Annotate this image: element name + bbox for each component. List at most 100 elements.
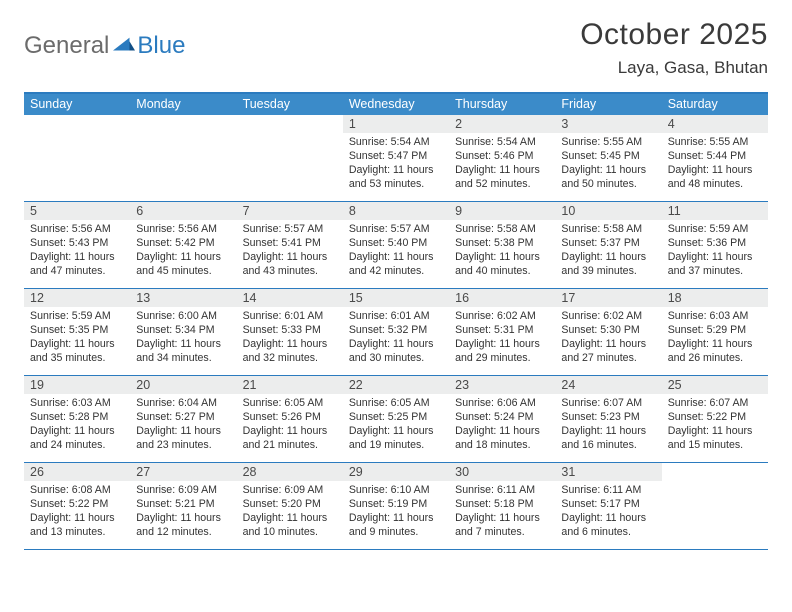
day-number: 29 (343, 463, 449, 481)
daylight-text: Daylight: 11 hours and 40 minutes. (455, 251, 549, 279)
day-body: Sunrise: 6:02 AMSunset: 5:30 PMDaylight:… (555, 307, 661, 370)
day-cell (662, 463, 768, 549)
day-number: 26 (24, 463, 130, 481)
day-body: Sunrise: 5:55 AMSunset: 5:45 PMDaylight:… (555, 133, 661, 196)
sunrise-text: Sunrise: 6:02 AM (561, 310, 655, 324)
day-cell: 2Sunrise: 5:54 AMSunset: 5:46 PMDaylight… (449, 115, 555, 201)
calendar-grid: Sunday Monday Tuesday Wednesday Thursday… (24, 92, 768, 550)
day-cell: 20Sunrise: 6:04 AMSunset: 5:27 PMDayligh… (130, 376, 236, 462)
daylight-text: Daylight: 11 hours and 47 minutes. (30, 251, 124, 279)
sunrise-text: Sunrise: 6:06 AM (455, 397, 549, 411)
daylight-text: Daylight: 11 hours and 37 minutes. (668, 251, 762, 279)
month-title: October 2025 (580, 18, 768, 52)
day-number: 12 (24, 289, 130, 307)
day-cell: 7Sunrise: 5:57 AMSunset: 5:41 PMDaylight… (237, 202, 343, 288)
day-body: Sunrise: 5:56 AMSunset: 5:42 PMDaylight:… (130, 220, 236, 283)
sunset-text: Sunset: 5:47 PM (349, 150, 443, 164)
daylight-text: Daylight: 11 hours and 15 minutes. (668, 425, 762, 453)
day-number: 21 (237, 376, 343, 394)
day-number: 23 (449, 376, 555, 394)
day-cell: 25Sunrise: 6:07 AMSunset: 5:22 PMDayligh… (662, 376, 768, 462)
weekday-header: Thursday (449, 94, 555, 115)
day-cell (24, 115, 130, 201)
sunset-text: Sunset: 5:42 PM (136, 237, 230, 251)
day-body (130, 133, 236, 140)
weekday-header: Friday (555, 94, 661, 115)
day-cell: 14Sunrise: 6:01 AMSunset: 5:33 PMDayligh… (237, 289, 343, 375)
day-body: Sunrise: 6:07 AMSunset: 5:23 PMDaylight:… (555, 394, 661, 457)
sunrise-text: Sunrise: 5:57 AM (243, 223, 337, 237)
sunset-text: Sunset: 5:23 PM (561, 411, 655, 425)
sunrise-text: Sunrise: 6:01 AM (243, 310, 337, 324)
sunset-text: Sunset: 5:31 PM (455, 324, 549, 338)
day-cell: 6Sunrise: 5:56 AMSunset: 5:42 PMDaylight… (130, 202, 236, 288)
day-body: Sunrise: 6:11 AMSunset: 5:18 PMDaylight:… (449, 481, 555, 544)
daylight-text: Daylight: 11 hours and 45 minutes. (136, 251, 230, 279)
day-number (237, 115, 343, 133)
sunrise-text: Sunrise: 5:56 AM (30, 223, 124, 237)
sunrise-text: Sunrise: 5:55 AM (561, 136, 655, 150)
day-body: Sunrise: 5:57 AMSunset: 5:41 PMDaylight:… (237, 220, 343, 283)
day-body: Sunrise: 5:58 AMSunset: 5:38 PMDaylight:… (449, 220, 555, 283)
sunset-text: Sunset: 5:28 PM (30, 411, 124, 425)
day-cell: 24Sunrise: 6:07 AMSunset: 5:23 PMDayligh… (555, 376, 661, 462)
day-body: Sunrise: 5:54 AMSunset: 5:46 PMDaylight:… (449, 133, 555, 196)
day-body: Sunrise: 6:07 AMSunset: 5:22 PMDaylight:… (662, 394, 768, 457)
sunrise-text: Sunrise: 5:57 AM (349, 223, 443, 237)
day-number: 3 (555, 115, 661, 133)
day-number: 14 (237, 289, 343, 307)
daylight-text: Daylight: 11 hours and 19 minutes. (349, 425, 443, 453)
sunrise-text: Sunrise: 6:11 AM (455, 484, 549, 498)
daylight-text: Daylight: 11 hours and 39 minutes. (561, 251, 655, 279)
sunset-text: Sunset: 5:24 PM (455, 411, 549, 425)
daylight-text: Daylight: 11 hours and 6 minutes. (561, 512, 655, 540)
sunset-text: Sunset: 5:37 PM (561, 237, 655, 251)
day-cell: 22Sunrise: 6:05 AMSunset: 5:25 PMDayligh… (343, 376, 449, 462)
day-number: 17 (555, 289, 661, 307)
sunrise-text: Sunrise: 6:10 AM (349, 484, 443, 498)
day-cell: 9Sunrise: 5:58 AMSunset: 5:38 PMDaylight… (449, 202, 555, 288)
sunrise-text: Sunrise: 6:04 AM (136, 397, 230, 411)
sunrise-text: Sunrise: 6:09 AM (243, 484, 337, 498)
day-number: 24 (555, 376, 661, 394)
day-cell: 10Sunrise: 5:58 AMSunset: 5:37 PMDayligh… (555, 202, 661, 288)
day-cell: 8Sunrise: 5:57 AMSunset: 5:40 PMDaylight… (343, 202, 449, 288)
day-body: Sunrise: 5:55 AMSunset: 5:44 PMDaylight:… (662, 133, 768, 196)
sunset-text: Sunset: 5:19 PM (349, 498, 443, 512)
daylight-text: Daylight: 11 hours and 12 minutes. (136, 512, 230, 540)
daylight-text: Daylight: 11 hours and 35 minutes. (30, 338, 124, 366)
sunrise-text: Sunrise: 5:55 AM (668, 136, 762, 150)
day-cell: 28Sunrise: 6:09 AMSunset: 5:20 PMDayligh… (237, 463, 343, 549)
day-number (662, 463, 768, 481)
day-number: 5 (24, 202, 130, 220)
sunset-text: Sunset: 5:18 PM (455, 498, 549, 512)
day-body: Sunrise: 5:59 AMSunset: 5:36 PMDaylight:… (662, 220, 768, 283)
day-body (24, 133, 130, 140)
day-number: 18 (662, 289, 768, 307)
title-block: October 2025 Laya, Gasa, Bhutan (580, 18, 768, 78)
day-cell: 17Sunrise: 6:02 AMSunset: 5:30 PMDayligh… (555, 289, 661, 375)
day-number: 6 (130, 202, 236, 220)
day-body (237, 133, 343, 140)
day-body: Sunrise: 6:05 AMSunset: 5:26 PMDaylight:… (237, 394, 343, 457)
sunrise-text: Sunrise: 6:05 AM (243, 397, 337, 411)
daylight-text: Daylight: 11 hours and 9 minutes. (349, 512, 443, 540)
day-number (130, 115, 236, 133)
daylight-text: Daylight: 11 hours and 48 minutes. (668, 164, 762, 192)
day-number: 11 (662, 202, 768, 220)
sunrise-text: Sunrise: 6:02 AM (455, 310, 549, 324)
sunset-text: Sunset: 5:44 PM (668, 150, 762, 164)
daylight-text: Daylight: 11 hours and 42 minutes. (349, 251, 443, 279)
sunset-text: Sunset: 5:22 PM (668, 411, 762, 425)
day-number: 1 (343, 115, 449, 133)
day-cell: 11Sunrise: 5:59 AMSunset: 5:36 PMDayligh… (662, 202, 768, 288)
day-cell: 13Sunrise: 6:00 AMSunset: 5:34 PMDayligh… (130, 289, 236, 375)
day-number: 22 (343, 376, 449, 394)
sunrise-text: Sunrise: 6:00 AM (136, 310, 230, 324)
day-number: 19 (24, 376, 130, 394)
logo-mark-icon (113, 34, 135, 56)
day-body: Sunrise: 6:03 AMSunset: 5:28 PMDaylight:… (24, 394, 130, 457)
day-number: 20 (130, 376, 236, 394)
sunrise-text: Sunrise: 6:08 AM (30, 484, 124, 498)
day-cell: 5Sunrise: 5:56 AMSunset: 5:43 PMDaylight… (24, 202, 130, 288)
